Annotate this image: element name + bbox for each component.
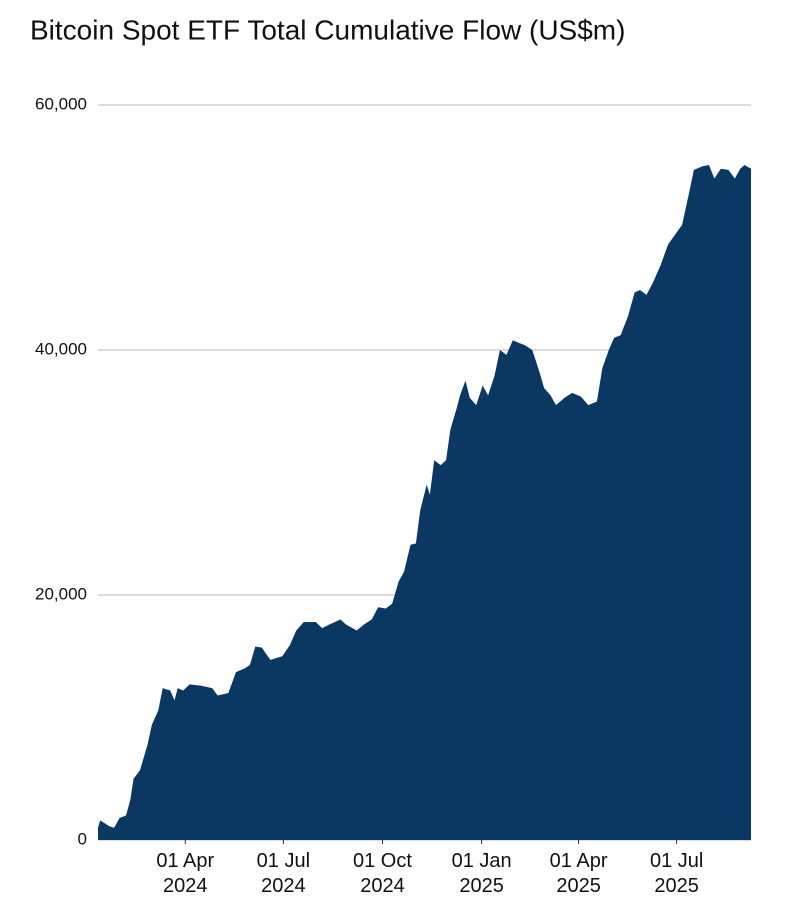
x-tick-label: 01 Apr 2025 [549, 850, 608, 897]
chart-title: Bitcoin Spot ETF Total Cumulative Flow (… [30, 14, 625, 45]
y-tick-label: 20,000 [35, 584, 87, 603]
y-tick-label: 40,000 [35, 339, 87, 358]
area [98, 165, 751, 840]
y-tick-label: 0 [78, 829, 87, 848]
y-tick-label: 60,000 [35, 94, 87, 113]
x-tick-label: 01 Apr 2024 [156, 850, 215, 897]
x-tick-label: 01 Oct 2024 [353, 850, 412, 897]
x-tick-label: 01 Jul 2025 [649, 850, 704, 897]
x-tick-label: 01 Jan 2025 [451, 850, 512, 897]
x-tick-label: 01 Jul 2024 [256, 850, 311, 897]
